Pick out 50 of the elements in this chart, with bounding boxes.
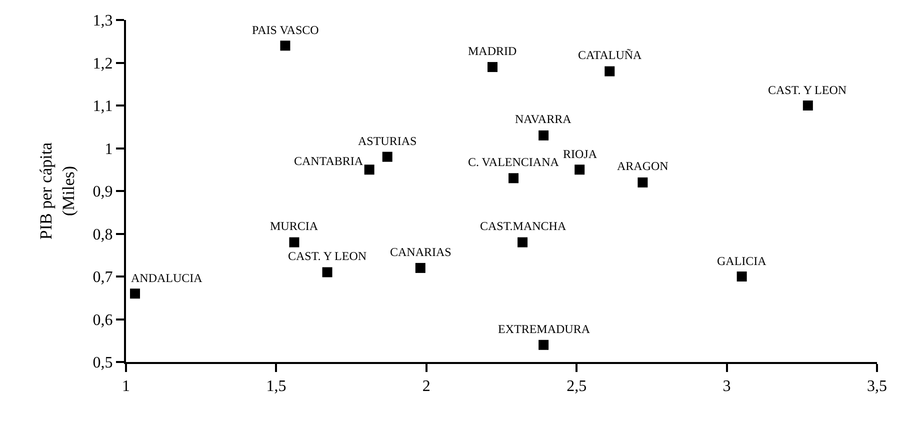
annotation: PAIS VASCO xyxy=(252,23,320,37)
point xyxy=(538,340,549,350)
point xyxy=(289,237,300,248)
y-tick-label: 0,9 xyxy=(92,184,113,201)
x-tick-label: 1,5 xyxy=(266,378,286,396)
point xyxy=(130,288,140,299)
annotation: ASTURIAS xyxy=(358,134,417,148)
point xyxy=(322,267,332,278)
annotation: EXTREMADURA xyxy=(498,322,590,336)
x-tick-label: 2 xyxy=(422,378,430,396)
y-tick-label: 0,7 xyxy=(92,269,113,286)
y-tick-label: 1,1 xyxy=(92,98,113,116)
y-tick-label: 1,2 xyxy=(92,55,113,72)
annotation: NAVARRA xyxy=(515,112,572,126)
x-tick-label: 3 xyxy=(722,378,731,396)
annotation: CAST. Y LEON xyxy=(288,249,367,263)
y-axis-title: PIB per cápita (Miles) xyxy=(36,142,78,240)
point xyxy=(802,100,813,110)
y-tick-label: 1 xyxy=(104,140,113,158)
point xyxy=(415,262,426,273)
x-tick-label: 3,5 xyxy=(867,378,887,396)
point xyxy=(487,62,498,72)
annotation: MURCIA xyxy=(270,219,318,233)
y-tick-label: 0,6 xyxy=(92,312,113,329)
point xyxy=(382,152,392,162)
point xyxy=(736,272,747,282)
annotation: RIOJA xyxy=(563,147,598,161)
annotation: MADRID xyxy=(468,44,517,58)
point xyxy=(574,164,585,175)
point xyxy=(538,130,549,140)
point xyxy=(604,66,615,76)
annotation: CAST.MANCHA xyxy=(480,219,566,233)
point xyxy=(280,40,290,51)
x-tick-label: 1 xyxy=(122,378,130,396)
annotation: ANDALUCIA xyxy=(131,271,203,285)
point xyxy=(518,237,528,248)
annotation: CATALUÑA xyxy=(578,48,642,62)
y-tick-label: 1,3 xyxy=(92,12,113,30)
x-tick-label: 2,5 xyxy=(566,378,587,396)
annotation: GALICIA xyxy=(717,254,767,268)
point xyxy=(638,177,648,188)
annotation: CANTABRIA xyxy=(294,154,364,168)
y-tick-label: 0,8 xyxy=(92,226,113,244)
annotation: C. VALENCIANA xyxy=(468,155,560,169)
annotation: CAST. Y LEON xyxy=(768,83,847,97)
point xyxy=(364,164,374,175)
annotation: CANARIAS xyxy=(390,245,452,259)
annotation: ARAGON xyxy=(617,159,669,173)
y-tick-label: 0,5 xyxy=(92,354,113,372)
point xyxy=(508,173,519,184)
